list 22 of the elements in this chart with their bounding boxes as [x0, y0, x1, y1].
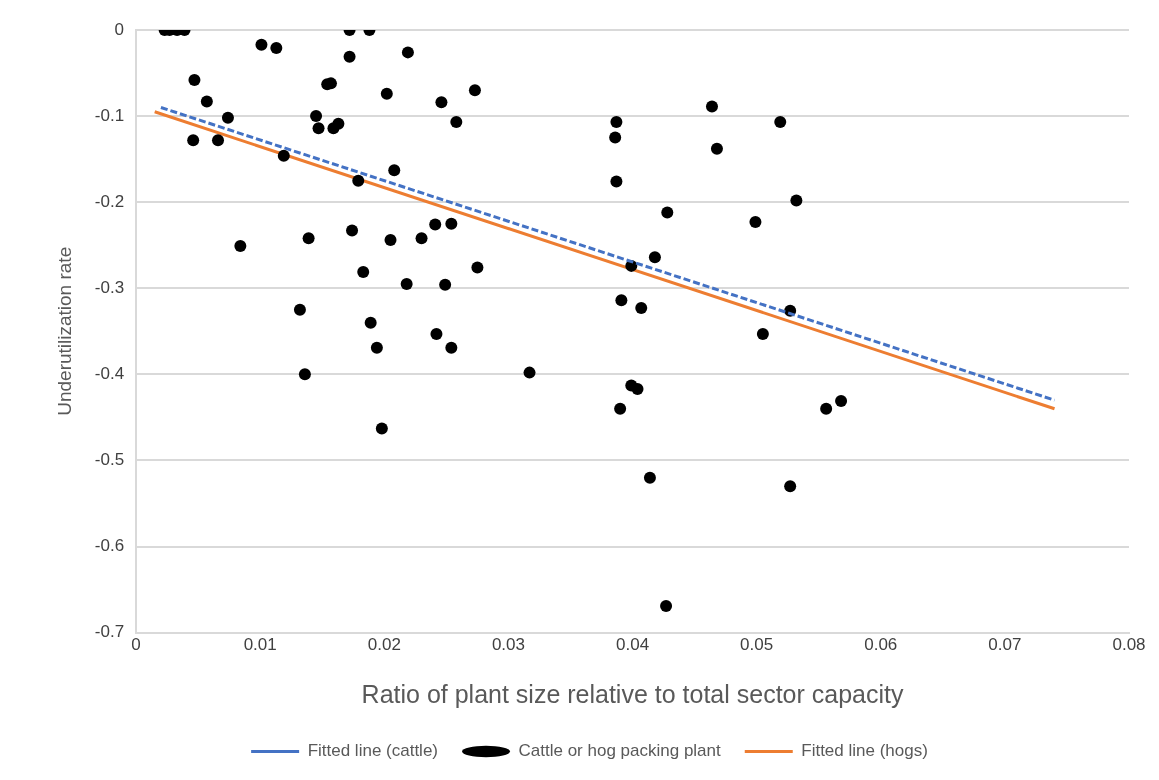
y-tick-label: -0.3 [94, 277, 125, 297]
y-axis-title: Underutilization rate [53, 246, 75, 416]
legend-label: Fitted line (cattle) [307, 741, 439, 761]
x-tick-label: 0.07 [988, 635, 1022, 655]
y-tick-label: -0.7 [94, 622, 125, 642]
y-tick-label: -0.5 [94, 450, 125, 470]
x-tick-label: 0.04 [616, 635, 650, 655]
x-tick-label: 0.03 [491, 635, 525, 655]
x-tick-label: 0.02 [367, 635, 401, 655]
y-tick-label: -0.6 [94, 536, 125, 556]
x-tick-label: 0 [131, 635, 141, 655]
x-tick-label: 0.01 [243, 635, 277, 655]
legend-label: Fitted line (hogs) [801, 741, 928, 761]
y-tick-label: -0.4 [94, 364, 125, 384]
y-tick-label: -0.2 [94, 191, 125, 211]
y-tick-label: 0 [114, 19, 125, 39]
y-tick-label: -0.1 [94, 105, 125, 125]
x-tick-label: 0.05 [740, 635, 774, 655]
x-tick-label: 0.06 [864, 635, 898, 655]
x-axis-title: Ratio of plant size relative to total sector capacity [361, 679, 905, 708]
legend-label: Cattle or hog packing plant [518, 741, 722, 761]
x-tick-label: 0.08 [1112, 635, 1146, 655]
